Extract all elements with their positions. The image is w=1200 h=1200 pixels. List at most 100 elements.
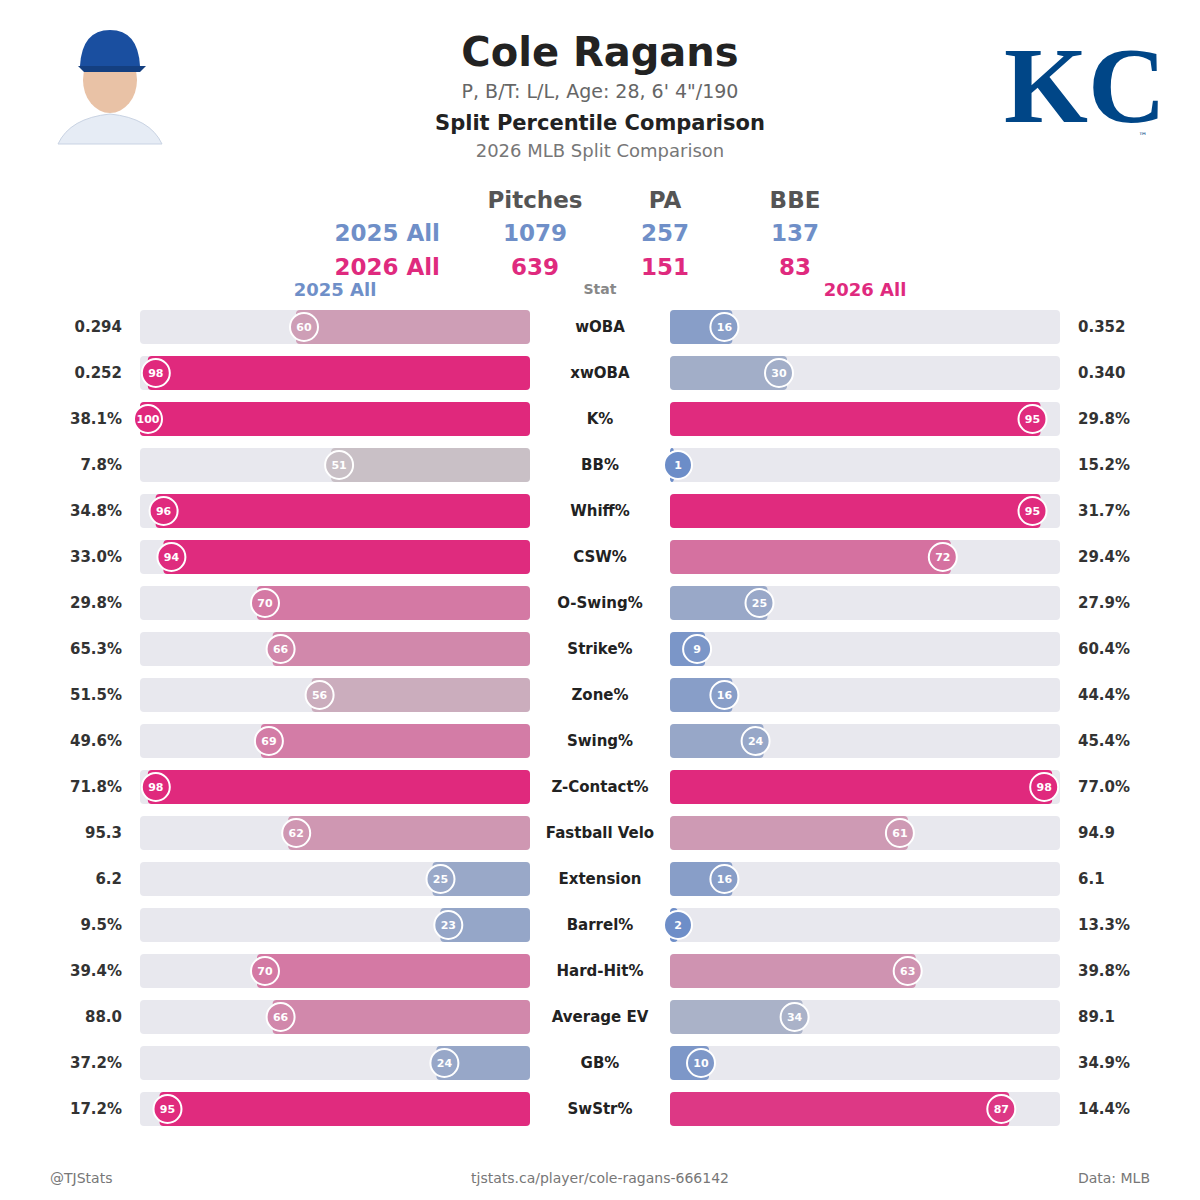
bar	[148, 770, 530, 804]
stat-name: Z-Contact%	[551, 778, 648, 796]
bars	[140, 310, 530, 1126]
footer: Data: MLB	[1078, 1170, 1150, 1186]
data-label: 100	[137, 413, 160, 426]
track	[670, 724, 1060, 758]
title: Cole Ragans	[461, 29, 738, 75]
data-label: 72	[935, 551, 950, 564]
data-label: 96	[156, 505, 172, 518]
track	[140, 310, 530, 344]
data-label: 34	[787, 1011, 803, 1024]
bar	[312, 678, 530, 712]
stat-name: BB%	[581, 456, 619, 474]
label-badge	[929, 543, 957, 571]
data-label: 98	[148, 781, 163, 794]
stat-value: 34.8%	[70, 502, 122, 520]
stat-value: 13.3%	[1078, 916, 1130, 934]
label-badge	[154, 1095, 182, 1123]
stat-name: K%	[587, 410, 614, 428]
data-label: 51	[331, 459, 346, 472]
label-badge	[1019, 497, 1047, 525]
summary-value: 257	[641, 220, 689, 246]
track	[670, 770, 1060, 804]
track	[670, 402, 1060, 436]
track	[140, 356, 530, 390]
stat-value: 6.2	[95, 870, 122, 888]
summary-value: 1079	[503, 220, 567, 246]
data-label: 95	[1025, 413, 1040, 426]
label-badge	[886, 819, 914, 847]
label-badge	[746, 589, 774, 617]
data-label: 1	[674, 459, 682, 472]
track	[140, 678, 530, 712]
stat-value: 17.2%	[70, 1100, 122, 1118]
bar	[273, 632, 530, 666]
bar	[148, 356, 530, 390]
label-badge	[742, 727, 770, 755]
track	[140, 724, 530, 758]
track	[670, 586, 1060, 620]
stat-head: Stat	[584, 281, 617, 297]
stat-value: 94.9	[1078, 824, 1115, 842]
bars	[670, 310, 1052, 1126]
data-label: 70	[257, 965, 273, 978]
summary-row-label: 2026 All	[334, 254, 440, 280]
label-badge	[765, 359, 793, 387]
data-label: 69	[261, 735, 276, 748]
summary-column: Pitches	[487, 187, 582, 213]
track	[670, 1000, 1060, 1034]
subtitle: P, B/T: L/L, Age: 28, 6' 4"/190	[462, 80, 739, 102]
photo-cap	[80, 30, 140, 66]
track	[670, 448, 1060, 482]
stat-value: 7.8%	[80, 456, 122, 474]
data-label: 9	[693, 643, 701, 656]
stat-name: Zone%	[571, 686, 628, 704]
label-badge	[282, 819, 310, 847]
data-label: 56	[312, 689, 328, 702]
stat-value: 39.4%	[70, 962, 122, 980]
track	[670, 678, 1060, 712]
data-label: 16	[717, 321, 733, 334]
bar	[288, 816, 530, 850]
photo-brim	[78, 66, 146, 72]
stat-name: GB%	[581, 1054, 620, 1072]
stat-value: 88.0	[85, 1008, 122, 1026]
stat-name: xwOBA	[570, 364, 630, 382]
data-label: 2	[674, 919, 682, 932]
chart-subtitle: 2026 MLB Split Comparison	[476, 140, 725, 161]
label-badge	[255, 727, 283, 755]
stat-value: 65.3%	[70, 640, 122, 658]
stat-name: Whiff%	[570, 502, 630, 520]
track	[670, 632, 1060, 666]
summary-column: BBE	[770, 187, 821, 213]
track	[670, 540, 1060, 574]
stat-value: 39.8%	[1078, 962, 1130, 980]
panel-head: 2026 All	[824, 279, 907, 300]
data-label: 16	[717, 873, 733, 886]
label-badge	[267, 635, 295, 663]
stat-value: 34.9%	[1078, 1054, 1130, 1072]
stat-value: 0.294	[75, 318, 122, 336]
track	[140, 1092, 530, 1126]
stat-value: 51.5%	[70, 686, 122, 704]
data-label: 66	[273, 643, 289, 656]
stat-name: Hard-Hit%	[557, 962, 644, 980]
track	[140, 1000, 530, 1034]
bar	[257, 954, 530, 988]
data-label: 10	[693, 1057, 709, 1070]
player-photo	[50, 28, 170, 144]
data-label: 70	[257, 597, 273, 610]
label-badge	[290, 313, 318, 341]
track	[140, 448, 530, 482]
label-badge	[710, 681, 738, 709]
stat-value: 95.3	[85, 824, 122, 842]
summary-value: 137	[771, 220, 819, 246]
track	[670, 954, 1060, 988]
bar	[257, 586, 530, 620]
stat-value: 60.4%	[1078, 640, 1130, 658]
bar	[273, 1000, 530, 1034]
bar	[670, 770, 1052, 804]
stat-name: CSW%	[573, 548, 627, 566]
label-badge	[325, 451, 353, 479]
track	[140, 586, 530, 620]
label-badge	[306, 681, 334, 709]
